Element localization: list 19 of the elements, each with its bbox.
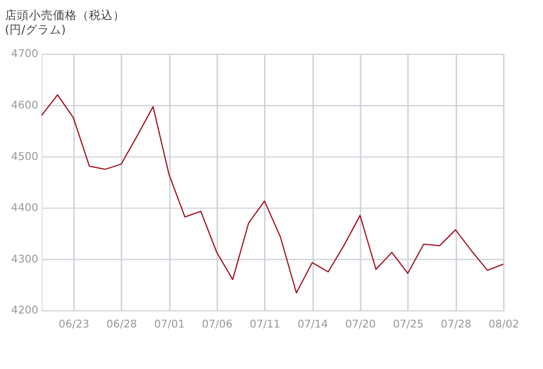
y-tick-label: 4700: [11, 47, 38, 60]
x-tick-label: 07/06: [202, 317, 233, 330]
y-tick-label: 4300: [11, 252, 38, 266]
x-tick-label: 07/28: [440, 317, 472, 330]
x-tick-label: 08/02: [488, 317, 520, 330]
x-tick-label: 07/20: [345, 317, 376, 330]
x-tick-label: 07/11: [250, 317, 280, 330]
y-tick-label: 4500: [11, 150, 38, 163]
x-tick-label: 07/14: [297, 317, 328, 330]
chart-title: 店頭小売価格（税込）: [4, 8, 125, 22]
x-tick-label: 07/25: [392, 317, 424, 330]
y-tick-label: 4200: [11, 304, 38, 317]
x-tick-label: 06/28: [106, 317, 138, 330]
chart-subtitle: (円/グラム): [4, 22, 66, 37]
y-tick-label: 4400: [11, 201, 38, 214]
x-tick-label: 06/23: [58, 317, 90, 330]
line-series: [41, 94, 504, 294]
y-tick-label: 4600: [11, 98, 38, 112]
x-tick-label: 07/01: [154, 317, 185, 330]
